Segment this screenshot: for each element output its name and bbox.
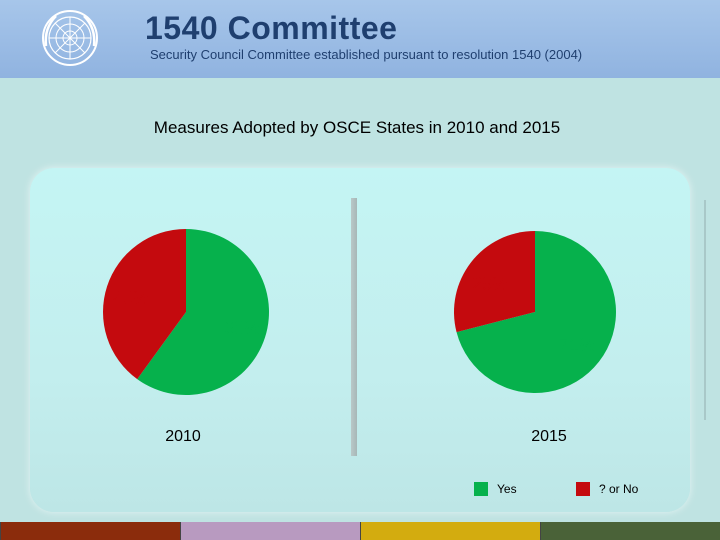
org-title: 1540 Committee [145,10,398,46]
legend-item-yes: Yes [474,482,517,496]
header-banner: 1540 Committee Security Council Committe… [0,0,720,78]
pie-divider [351,198,357,456]
un-emblem-icon [42,10,98,66]
legend-label-yes: Yes [497,482,517,496]
pie-2015-label-yes: 71% [559,335,595,355]
chart-legend: Yes ? or No [474,482,674,500]
pie-2010-year-label: 2010 [165,428,201,445]
pie-2015-slice-no [454,231,535,333]
footer-segment [180,522,360,540]
legend-item-no: ? or No [576,482,638,496]
pie-2010-label-no: 40% [113,288,149,308]
footer-segment [0,522,180,540]
pie-2010-label-yes: 60% [224,318,260,338]
pie-2015-label-no: 29% [472,274,508,294]
footer-segment [540,522,720,540]
chart-title: Measures Adopted by OSCE States in 2010 … [153,118,561,137]
footer-segment [360,522,540,540]
pie-2010-slice-yes [137,229,270,395]
footer-color-bar [0,522,720,540]
pie-2015-slice-yes [456,231,616,393]
edge-rule [704,200,706,420]
legend-label-no: ? or No [599,482,639,496]
pie-2010-slice-no [103,229,186,380]
legend-swatch-yes [474,482,488,496]
legend-swatch-no [576,482,590,496]
pie-2015-year-label: 2015 [531,428,567,445]
org-subtitle: Security Council Committee established p… [150,47,583,62]
